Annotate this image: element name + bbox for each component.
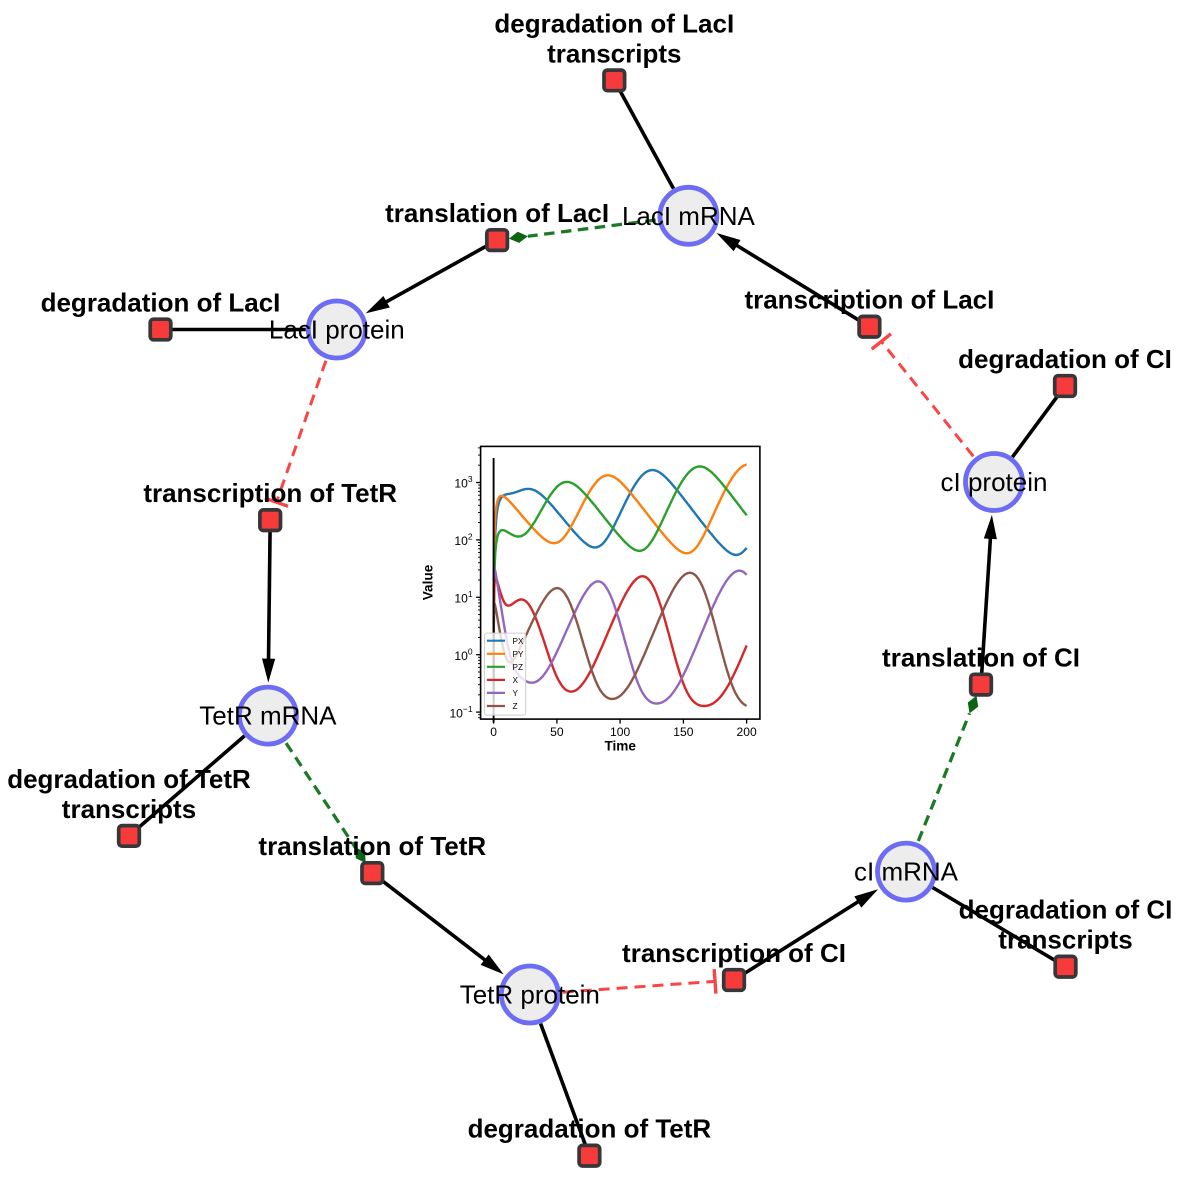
svg-text:PX: PX xyxy=(513,637,524,646)
svg-text:LacI mRNA: LacI mRNA xyxy=(622,201,756,231)
svg-text:X: X xyxy=(513,676,519,685)
svg-text:transcription of LacI: transcription of LacI xyxy=(744,285,994,315)
svg-text:translation of TetR: translation of TetR xyxy=(258,831,486,861)
svg-text:translation of CI: translation of CI xyxy=(882,643,1080,673)
svg-text:50: 50 xyxy=(550,725,564,739)
svg-text:transcription of TetR: transcription of TetR xyxy=(143,478,397,508)
svg-text:TetR protein: TetR protein xyxy=(460,980,600,1010)
svg-text:Y: Y xyxy=(513,689,519,698)
svg-text:degradation of LacI: degradation of LacI xyxy=(41,288,281,318)
svg-text:TetR mRNA: TetR mRNA xyxy=(199,701,337,731)
svg-text:PZ: PZ xyxy=(513,663,523,672)
svg-text:transcripts: transcripts xyxy=(998,925,1132,955)
svg-text:transcription of CI: transcription of CI xyxy=(622,938,846,968)
svg-text:degradation of LacI: degradation of LacI xyxy=(494,8,734,38)
svg-text:degradation of CI: degradation of CI xyxy=(959,895,1173,925)
svg-text:0: 0 xyxy=(490,725,497,739)
svg-text:transcripts: transcripts xyxy=(547,38,681,68)
svg-text:Value: Value xyxy=(421,564,436,600)
svg-text:translation of LacI: translation of LacI xyxy=(385,198,609,228)
svg-text:LacI protein: LacI protein xyxy=(269,315,405,345)
svg-text:transcripts: transcripts xyxy=(62,794,196,824)
svg-text:100: 100 xyxy=(610,725,630,739)
svg-text:150: 150 xyxy=(673,725,693,739)
svg-text:Z: Z xyxy=(513,702,518,711)
svg-text:degradation of CI: degradation of CI xyxy=(958,344,1172,374)
svg-text:cI protein: cI protein xyxy=(941,467,1048,497)
svg-text:Time: Time xyxy=(604,739,636,754)
svg-text:degradation of TetR: degradation of TetR xyxy=(7,764,251,794)
svg-text:200: 200 xyxy=(737,725,757,739)
svg-text:degradation of TetR: degradation of TetR xyxy=(468,1114,712,1144)
svg-text:cI mRNA: cI mRNA xyxy=(854,857,959,887)
svg-text:PY: PY xyxy=(513,650,524,659)
